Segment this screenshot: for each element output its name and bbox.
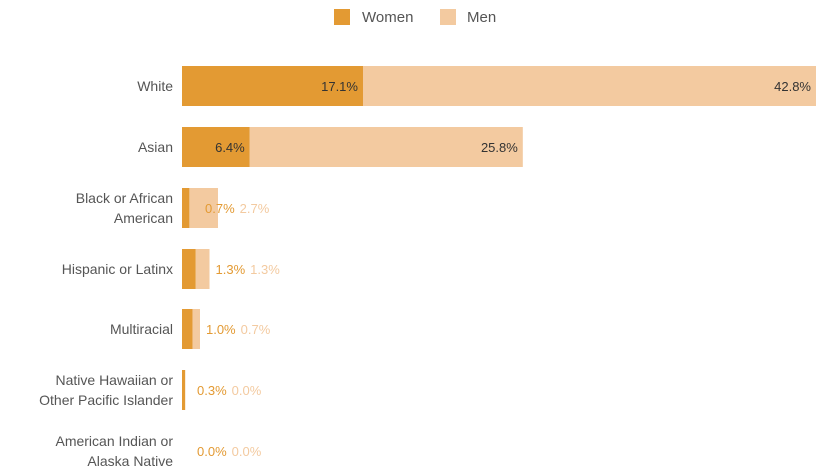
value-label-women: 0.7% (205, 201, 235, 216)
value-label-men: 0.0% (232, 444, 262, 459)
category-labels-group: White Asian Black or African American Hispan… (39, 78, 173, 469)
bar-women (182, 309, 193, 349)
value-label-men: 1.3% (250, 262, 280, 277)
bar-women (182, 188, 190, 228)
category-label: Native Hawaiian or Other Pacific Islander (39, 372, 173, 408)
value-label-women: 6.4% (215, 140, 245, 155)
value-label-men: 2.7% (240, 201, 270, 216)
bar-men (195, 249, 210, 289)
value-labels-group: 17.1% 42.8% 6.4% 25.8% 0.7% 2.7% 1.3% 1.3% 1.0% 0… (197, 79, 811, 459)
value-label-men: 25.8% (481, 140, 518, 155)
category-label: White (137, 78, 173, 94)
value-label-women: 0.0% (197, 444, 227, 459)
value-label-women: 0.3% (197, 383, 227, 398)
bar-men (249, 127, 523, 167)
value-label-women: 1.3% (216, 262, 246, 277)
bar-women (182, 249, 196, 289)
legend: Women Men (334, 9, 496, 26)
category-label: Hispanic or Latinx (62, 261, 173, 277)
legend-label-women: Women (362, 9, 413, 26)
legend-label-men: Men (467, 9, 496, 26)
value-label-women: 1.0% (206, 322, 236, 337)
category-label: American Indian or Alaska Native (55, 433, 173, 469)
bar-women (182, 66, 363, 106)
category-label: Asian (138, 139, 173, 155)
bar-women (182, 370, 186, 410)
value-label-men: 0.7% (241, 322, 271, 337)
category-label: Multiracial (110, 321, 173, 337)
category-label: Black or African American (76, 190, 173, 226)
bars-group (182, 66, 816, 410)
bar-women (182, 127, 250, 167)
bar-men (362, 66, 816, 106)
value-label-women: 17.1% (321, 79, 358, 94)
value-label-men: 42.8% (774, 79, 811, 94)
legend-swatch-women (334, 9, 350, 25)
bar-men (189, 188, 218, 228)
bar-men (192, 309, 200, 349)
legend-swatch-men (440, 9, 456, 25)
value-label-men: 0.0% (232, 383, 262, 398)
